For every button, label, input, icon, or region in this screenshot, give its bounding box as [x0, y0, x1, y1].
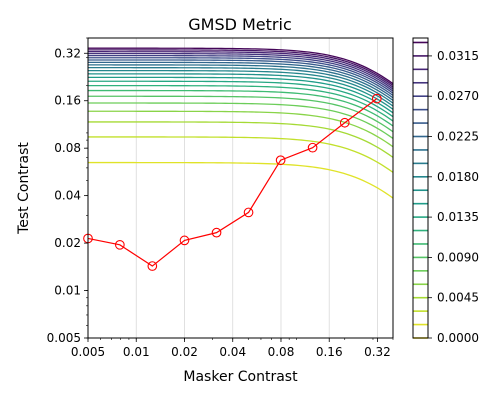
contour-line [88, 110, 393, 148]
contour-line [88, 102, 393, 140]
data-point [114, 239, 125, 250]
contour-line [88, 84, 393, 122]
y-tick-label: 0.08 [54, 141, 81, 155]
contour-line [88, 47, 393, 85]
x-tick-label: 0.04 [219, 345, 246, 359]
plot-frame [87, 37, 394, 339]
contour-line [88, 54, 393, 92]
series-line [87, 98, 378, 267]
x-tick-label: 0.02 [171, 345, 198, 359]
contour-line [88, 64, 393, 101]
data-point [147, 261, 158, 271]
contour-line [88, 136, 393, 173]
contour-line [88, 51, 393, 88]
data-point [211, 227, 222, 238]
y-axis-label: Test Contrast [16, 142, 32, 235]
data-point [243, 207, 254, 218]
colorbar-ticks: 0.0000 0.0045 0.0090 0.0135 0.0180 0.0225 0.02… [428, 49, 479, 345]
x-tick-label: 0.32 [364, 345, 391, 359]
y-tick-label: 0.01 [54, 284, 81, 298]
colorbar-tick-label: 0.0090 [437, 250, 479, 264]
colorbar-tick-label: 0.0135 [437, 210, 479, 224]
colorbar-frame [412, 37, 429, 339]
data-point [371, 93, 382, 104]
contour-line [88, 69, 393, 107]
x-tick-label: 0.01 [123, 345, 150, 359]
data-point [307, 142, 318, 153]
contour-line [88, 57, 393, 94]
y-tick-label: 0.16 [54, 94, 81, 108]
contour-line [88, 73, 393, 110]
x-tick-label: 0.16 [316, 345, 343, 359]
x-axis: 0.005 0.01 0.02 0.04 0.08 0.16 0.32 [71, 338, 394, 359]
x-tick-label: 0.08 [268, 345, 295, 359]
y-tick-label: 0.04 [54, 189, 81, 203]
colorbar-tick-label: 0.0180 [437, 170, 479, 184]
data-point [275, 155, 286, 166]
contour-line [88, 89, 393, 127]
colorbar-swatches [413, 41, 428, 339]
contour-line [88, 121, 393, 158]
x-tick-label: 0.005 [71, 345, 105, 359]
x-axis-label: Masker Contrast [183, 369, 298, 385]
colorbar-tick-label: 0.0225 [437, 130, 479, 144]
plot-area [83, 37, 394, 339]
contour-line [88, 59, 393, 96]
contour-line [88, 80, 393, 118]
contour-line [88, 161, 393, 199]
contour-line [88, 95, 393, 133]
chart-title: GMSD Metric [188, 15, 292, 34]
colorbar-tick-label: 0.0315 [437, 49, 479, 63]
contour-line [88, 49, 393, 86]
colorbar-tick-label: 0.0000 [437, 331, 479, 345]
y-tick-label: 0.005 [47, 331, 81, 345]
data-point [339, 117, 350, 128]
data-series [83, 93, 382, 271]
contour-line [88, 61, 393, 99]
colorbar-tick-label: 0.0270 [437, 89, 479, 103]
y-tick-label: 0.02 [54, 236, 81, 250]
colorbar-tick-label: 0.0045 [437, 291, 479, 305]
contour-line [88, 67, 393, 104]
colorbar: 0.0000 0.0045 0.0090 0.0135 0.0180 0.0225 0.02… [412, 37, 479, 345]
y-axis: 0.005 0.01 0.02 0.04 0.08 0.16 0.32 [47, 37, 88, 345]
data-point [179, 235, 190, 246]
y-tick-label: 0.32 [54, 46, 81, 60]
contour-line [88, 76, 393, 114]
contour-lines [88, 47, 393, 199]
contour-line [88, 52, 393, 90]
